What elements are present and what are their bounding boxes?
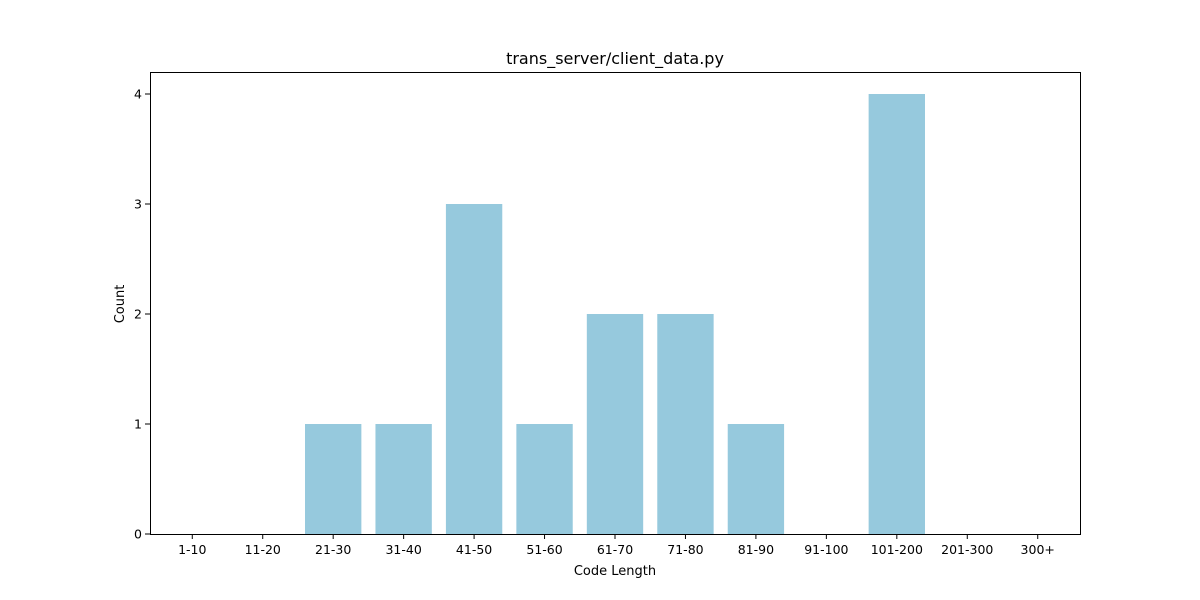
- x-tick-label: 61-70: [597, 542, 633, 557]
- x-tick-label: 201-300: [941, 542, 993, 557]
- x-axis-label: Code Length: [574, 564, 656, 579]
- bar-101-200: [868, 94, 925, 534]
- x-tick-label: 101-200: [871, 542, 923, 557]
- x-tick-label: 1-10: [178, 542, 206, 557]
- x-tick-label: 81-90: [738, 542, 774, 557]
- x-tick-label: 71-80: [667, 542, 703, 557]
- y-axis-ticks: 0 1 2 3 4: [134, 87, 150, 542]
- x-tick-label: 91-100: [804, 542, 848, 557]
- x-tick-label: 11-20: [245, 542, 281, 557]
- x-tick-label: 21-30: [315, 542, 351, 557]
- y-axis-label: Count: [113, 285, 128, 324]
- bar-31-40: [375, 424, 432, 534]
- y-tick-label: 3: [134, 197, 142, 212]
- x-tick-label: 51-60: [526, 542, 562, 557]
- bar-81-90: [727, 424, 785, 534]
- bar-71-80: [657, 314, 714, 534]
- x-tick-label: 41-50: [456, 542, 492, 557]
- y-tick-label: 2: [134, 307, 142, 322]
- y-tick-label: 4: [134, 87, 142, 102]
- bar-21-30: [305, 424, 362, 534]
- x-axis-ticks: 1-10 11-20 21-30 31-40 41-50 51-60 61-70 71-80 8…: [178, 534, 1055, 557]
- x-tick-label: 31-40: [385, 542, 421, 557]
- bar-51-60: [516, 424, 573, 534]
- bar-41-50: [445, 204, 503, 534]
- bar-61-70: [586, 314, 644, 534]
- y-tick-label: 0: [134, 527, 142, 542]
- chart-title: trans_server/client_data.py: [506, 49, 724, 69]
- x-tick-label: 300+: [1021, 542, 1055, 557]
- y-tick-label: 1: [134, 417, 142, 432]
- bars-group: [305, 94, 925, 534]
